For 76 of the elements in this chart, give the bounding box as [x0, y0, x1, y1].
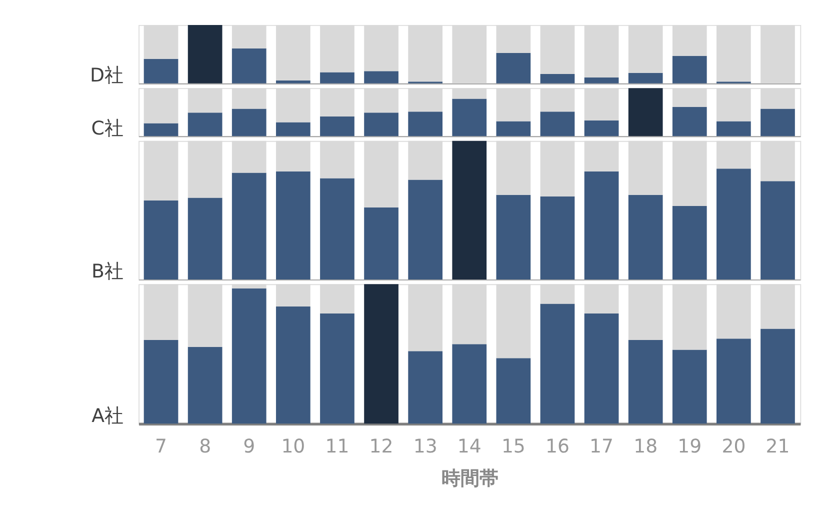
bar [584, 120, 619, 136]
bar [276, 306, 310, 424]
x-tick-label: 21 [766, 436, 790, 458]
bar [496, 358, 531, 424]
bar [628, 194, 663, 280]
bar [496, 53, 531, 84]
bar [276, 122, 310, 136]
x-tick-label: 12 [369, 436, 394, 458]
x-tick-label: 17 [590, 436, 614, 458]
bar [276, 171, 310, 280]
bar [628, 88, 663, 136]
bar [452, 140, 487, 280]
bar [144, 200, 178, 280]
bar [408, 180, 443, 280]
bar [232, 48, 266, 84]
bar [276, 80, 310, 84]
bar [628, 72, 663, 84]
bar [496, 121, 531, 136]
x-tick-label: 18 [634, 436, 658, 458]
x-tick-label: 20 [722, 436, 746, 458]
x-tick-label: 10 [281, 436, 306, 458]
bar [540, 304, 575, 424]
x-tick-label: 9 [243, 436, 256, 458]
bar [584, 313, 619, 424]
bar [716, 338, 751, 424]
bar [408, 112, 443, 136]
bar [540, 112, 575, 136]
bar [364, 71, 398, 84]
y-axis-title: D社 [90, 66, 124, 87]
bar [760, 328, 795, 424]
bar [320, 72, 354, 84]
bar [320, 116, 354, 136]
bar [188, 24, 222, 84]
y-axis-title: A社 [92, 406, 124, 427]
x-tick-label: 14 [457, 436, 482, 458]
bar [584, 78, 619, 84]
bar [452, 98, 487, 136]
bar [188, 198, 222, 280]
bar [672, 350, 707, 424]
bar [672, 56, 707, 84]
bar [144, 340, 178, 424]
bar [188, 112, 222, 136]
x-tick-label: 13 [413, 436, 438, 458]
x-tick-label: 11 [325, 436, 350, 458]
bar [716, 121, 751, 136]
bar [408, 351, 443, 424]
bar [540, 74, 575, 84]
bar [232, 288, 266, 424]
bar [232, 172, 266, 280]
y-axis-title: C社 [91, 118, 124, 140]
bar [144, 123, 178, 136]
bar [232, 108, 266, 136]
bar [188, 346, 222, 424]
bar [364, 112, 398, 136]
x-tick-label: 7 [155, 436, 168, 458]
bar [320, 313, 354, 424]
x-tick-label: 15 [501, 436, 526, 458]
bar [540, 196, 575, 280]
bar [760, 181, 795, 280]
y-axis-title: B社 [92, 262, 124, 283]
x-tick-label: 19 [678, 436, 702, 458]
bar [364, 207, 398, 280]
bar [672, 106, 707, 136]
bar [144, 58, 178, 84]
x-tick-label: 8 [199, 436, 212, 458]
bar [320, 178, 354, 280]
bar [672, 206, 707, 280]
bar [452, 344, 487, 424]
bar [496, 194, 531, 280]
bar [716, 168, 751, 280]
bar [364, 284, 398, 424]
x-tick-label: 16 [545, 436, 570, 458]
x-axis-title: 時間帯 [441, 467, 498, 490]
bar [628, 340, 663, 424]
bar [760, 108, 795, 136]
bar [584, 171, 619, 280]
